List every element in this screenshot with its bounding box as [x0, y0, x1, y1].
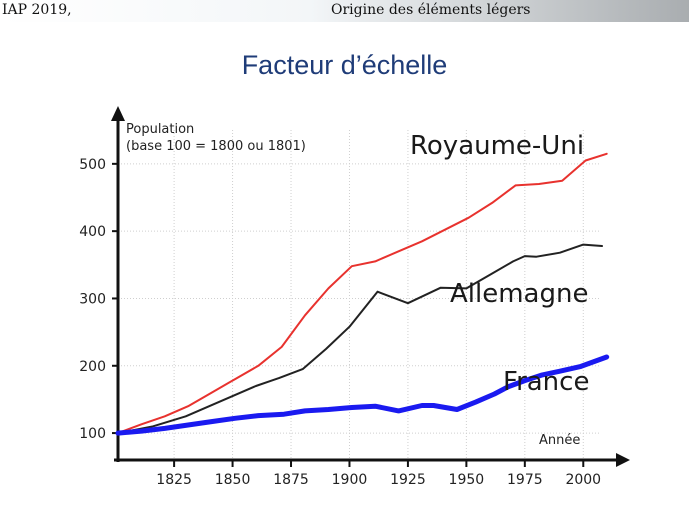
series-line-allemagne — [117, 243, 603, 435]
x-tick-label-1850: 1850 — [215, 472, 251, 488]
y-axis-label-line2: (base 100 = 1800 ou 1801) — [126, 139, 306, 154]
x-tick-label-1975: 1975 — [507, 472, 543, 488]
y-tick-label-200: 200 — [79, 359, 106, 375]
header-right-text: Origine des éléments légers — [331, 2, 531, 18]
tick-labels: 100 200 300 400 500 1825 1850 1875 1900 1925 1950 1… — [79, 157, 601, 488]
header-left-text: IAP 2019, — [2, 2, 72, 18]
x-tick-label-1875: 1875 — [273, 472, 309, 488]
x-tick-label-1925: 1925 — [390, 472, 426, 488]
series-label-royaume-uni: Royaume-Uni — [410, 131, 584, 161]
y-tick-label-300: 300 — [79, 291, 106, 307]
x-tick-label-2000: 2000 — [565, 472, 601, 488]
y-tick-label-400: 400 — [79, 224, 106, 240]
x-axis-label: Année — [539, 433, 580, 448]
series-label-france: France — [503, 367, 589, 397]
x-tick-label-1950: 1950 — [449, 472, 485, 488]
x-tick-label-1825: 1825 — [156, 472, 192, 488]
y-axis-label-line1: Population — [126, 122, 194, 137]
slide-header: IAP 2019, Origine des éléments légers — [0, 0, 689, 22]
y-tick-label-500: 500 — [79, 157, 106, 173]
y-tick-label-100: 100 — [79, 426, 106, 442]
series-line-france — [115, 354, 610, 436]
x-axis-arrow — [616, 453, 630, 467]
axes — [111, 106, 630, 467]
slide-title: Facteur d’échelle — [241, 50, 448, 80]
x-tick-label-1900: 1900 — [332, 472, 368, 488]
series-lines — [115, 152, 610, 436]
series-line-royaume-uni — [117, 152, 608, 435]
y-axis-arrow — [111, 106, 125, 121]
series-label-allemagne: Allemagne — [450, 279, 588, 309]
